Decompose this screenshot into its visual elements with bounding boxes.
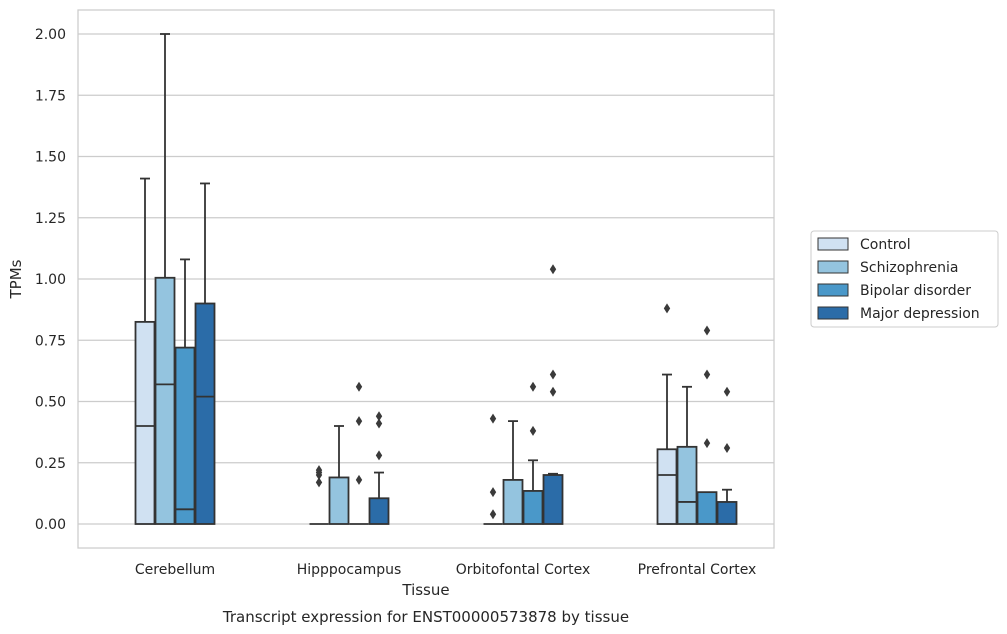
- plot-frame: [77, 9, 775, 549]
- legend-label: Bipolar disorder: [860, 283, 971, 299]
- y-tick-label: 0.50: [35, 395, 66, 411]
- outlier-point: [355, 381, 363, 392]
- outlier-point: [489, 509, 497, 520]
- box-body: [368, 497, 390, 525]
- box-control: [656, 303, 678, 525]
- box-major-depression: [542, 264, 564, 525]
- outlier-point: [723, 443, 731, 454]
- y-tick-label: 1.75: [35, 88, 66, 104]
- outlier-point: [355, 474, 363, 485]
- y-tick-label: 1.50: [35, 150, 66, 166]
- legend-swatch: [817, 283, 849, 297]
- legend-label: Major depression: [860, 306, 980, 322]
- y-tick-label: 2.00: [35, 27, 66, 43]
- box-bipolar-disorder: [349, 381, 369, 525]
- legend: Control Schizophrenia Bipolar disorder Majo…: [810, 230, 999, 328]
- y-tick-labels: 0.00 0.25 0.50 0.75 1.00 1.25 1.50 1.75 2.00: [35, 27, 66, 533]
- box-body: [656, 448, 678, 525]
- box-body: [522, 490, 544, 525]
- box-control: [483, 413, 503, 525]
- x-tick-labels: Cerebellum Hipppocampus Orbitofontal Corte…: [135, 562, 756, 578]
- y-axis-title: TPMs: [7, 259, 25, 299]
- box-body: [134, 320, 156, 525]
- legend-swatch: [817, 260, 849, 274]
- box-body: [716, 501, 738, 525]
- outlier-point: [489, 487, 497, 498]
- outlier-point: [549, 386, 557, 397]
- boxes: [134, 33, 738, 525]
- box-body: [328, 476, 350, 525]
- outlier-point: [529, 381, 537, 392]
- box-schizophrenia: [328, 425, 350, 525]
- box-control: [309, 465, 329, 525]
- box-major-depression: [716, 386, 738, 525]
- box-body: [696, 491, 718, 525]
- box-body: [676, 445, 698, 525]
- legend-swatch: [817, 237, 849, 251]
- legend-label: Schizophrenia: [860, 260, 958, 276]
- box-body: [154, 276, 176, 525]
- y-tick-label: 0.00: [35, 517, 66, 533]
- box-control: [134, 177, 156, 525]
- box-body: [502, 478, 524, 525]
- y-tick-label: 1.00: [35, 272, 66, 288]
- x-axis-title: Tissue: [401, 581, 449, 599]
- x-tick-label: Prefrontal Cortex: [638, 562, 757, 578]
- chart-caption: Transcript expression for ENST0000057387…: [222, 608, 629, 626]
- box-body: [194, 302, 216, 525]
- x-tick-label: Orbitofontal Cortex: [456, 562, 591, 578]
- box-body: [542, 474, 564, 525]
- outlier-point: [315, 465, 323, 476]
- outlier-point: [703, 325, 711, 336]
- box-bipolar-disorder: [696, 325, 718, 525]
- outlier-point: [703, 438, 711, 449]
- box-major-depression: [368, 411, 390, 525]
- y-tick-label: 0.25: [35, 456, 66, 472]
- outlier-point: [549, 264, 557, 275]
- legend-frame: [810, 230, 999, 328]
- outlier-point: [375, 450, 383, 461]
- box-major-depression: [194, 182, 216, 525]
- y-tick-label: 0.75: [35, 333, 66, 349]
- outlier-point: [489, 413, 497, 424]
- outlier-point: [703, 369, 711, 380]
- y-tick-label: 1.25: [35, 211, 66, 227]
- x-tick-label: Hipppocampus: [297, 562, 402, 578]
- legend-label: Control: [860, 237, 911, 253]
- legend-swatch: [817, 306, 849, 320]
- legend-items: Control Schizophrenia Bipolar disorder Majo…: [817, 237, 980, 322]
- outlier-point: [355, 416, 363, 427]
- box-schizophrenia: [154, 33, 176, 525]
- outlier-point: [375, 411, 383, 422]
- x-tick-label: Cerebellum: [135, 562, 215, 578]
- outlier-point: [663, 303, 671, 314]
- box-bipolar-disorder: [522, 381, 544, 525]
- box-schizophrenia: [676, 385, 698, 525]
- outlier-point: [315, 477, 323, 488]
- box-schizophrenia: [502, 420, 524, 525]
- outlier-point: [723, 386, 731, 397]
- outlier-point: [375, 418, 383, 429]
- outlier-point: [529, 425, 537, 436]
- outlier-point: [549, 369, 557, 380]
- box-body: [174, 346, 196, 525]
- box-bipolar-disorder: [174, 258, 196, 525]
